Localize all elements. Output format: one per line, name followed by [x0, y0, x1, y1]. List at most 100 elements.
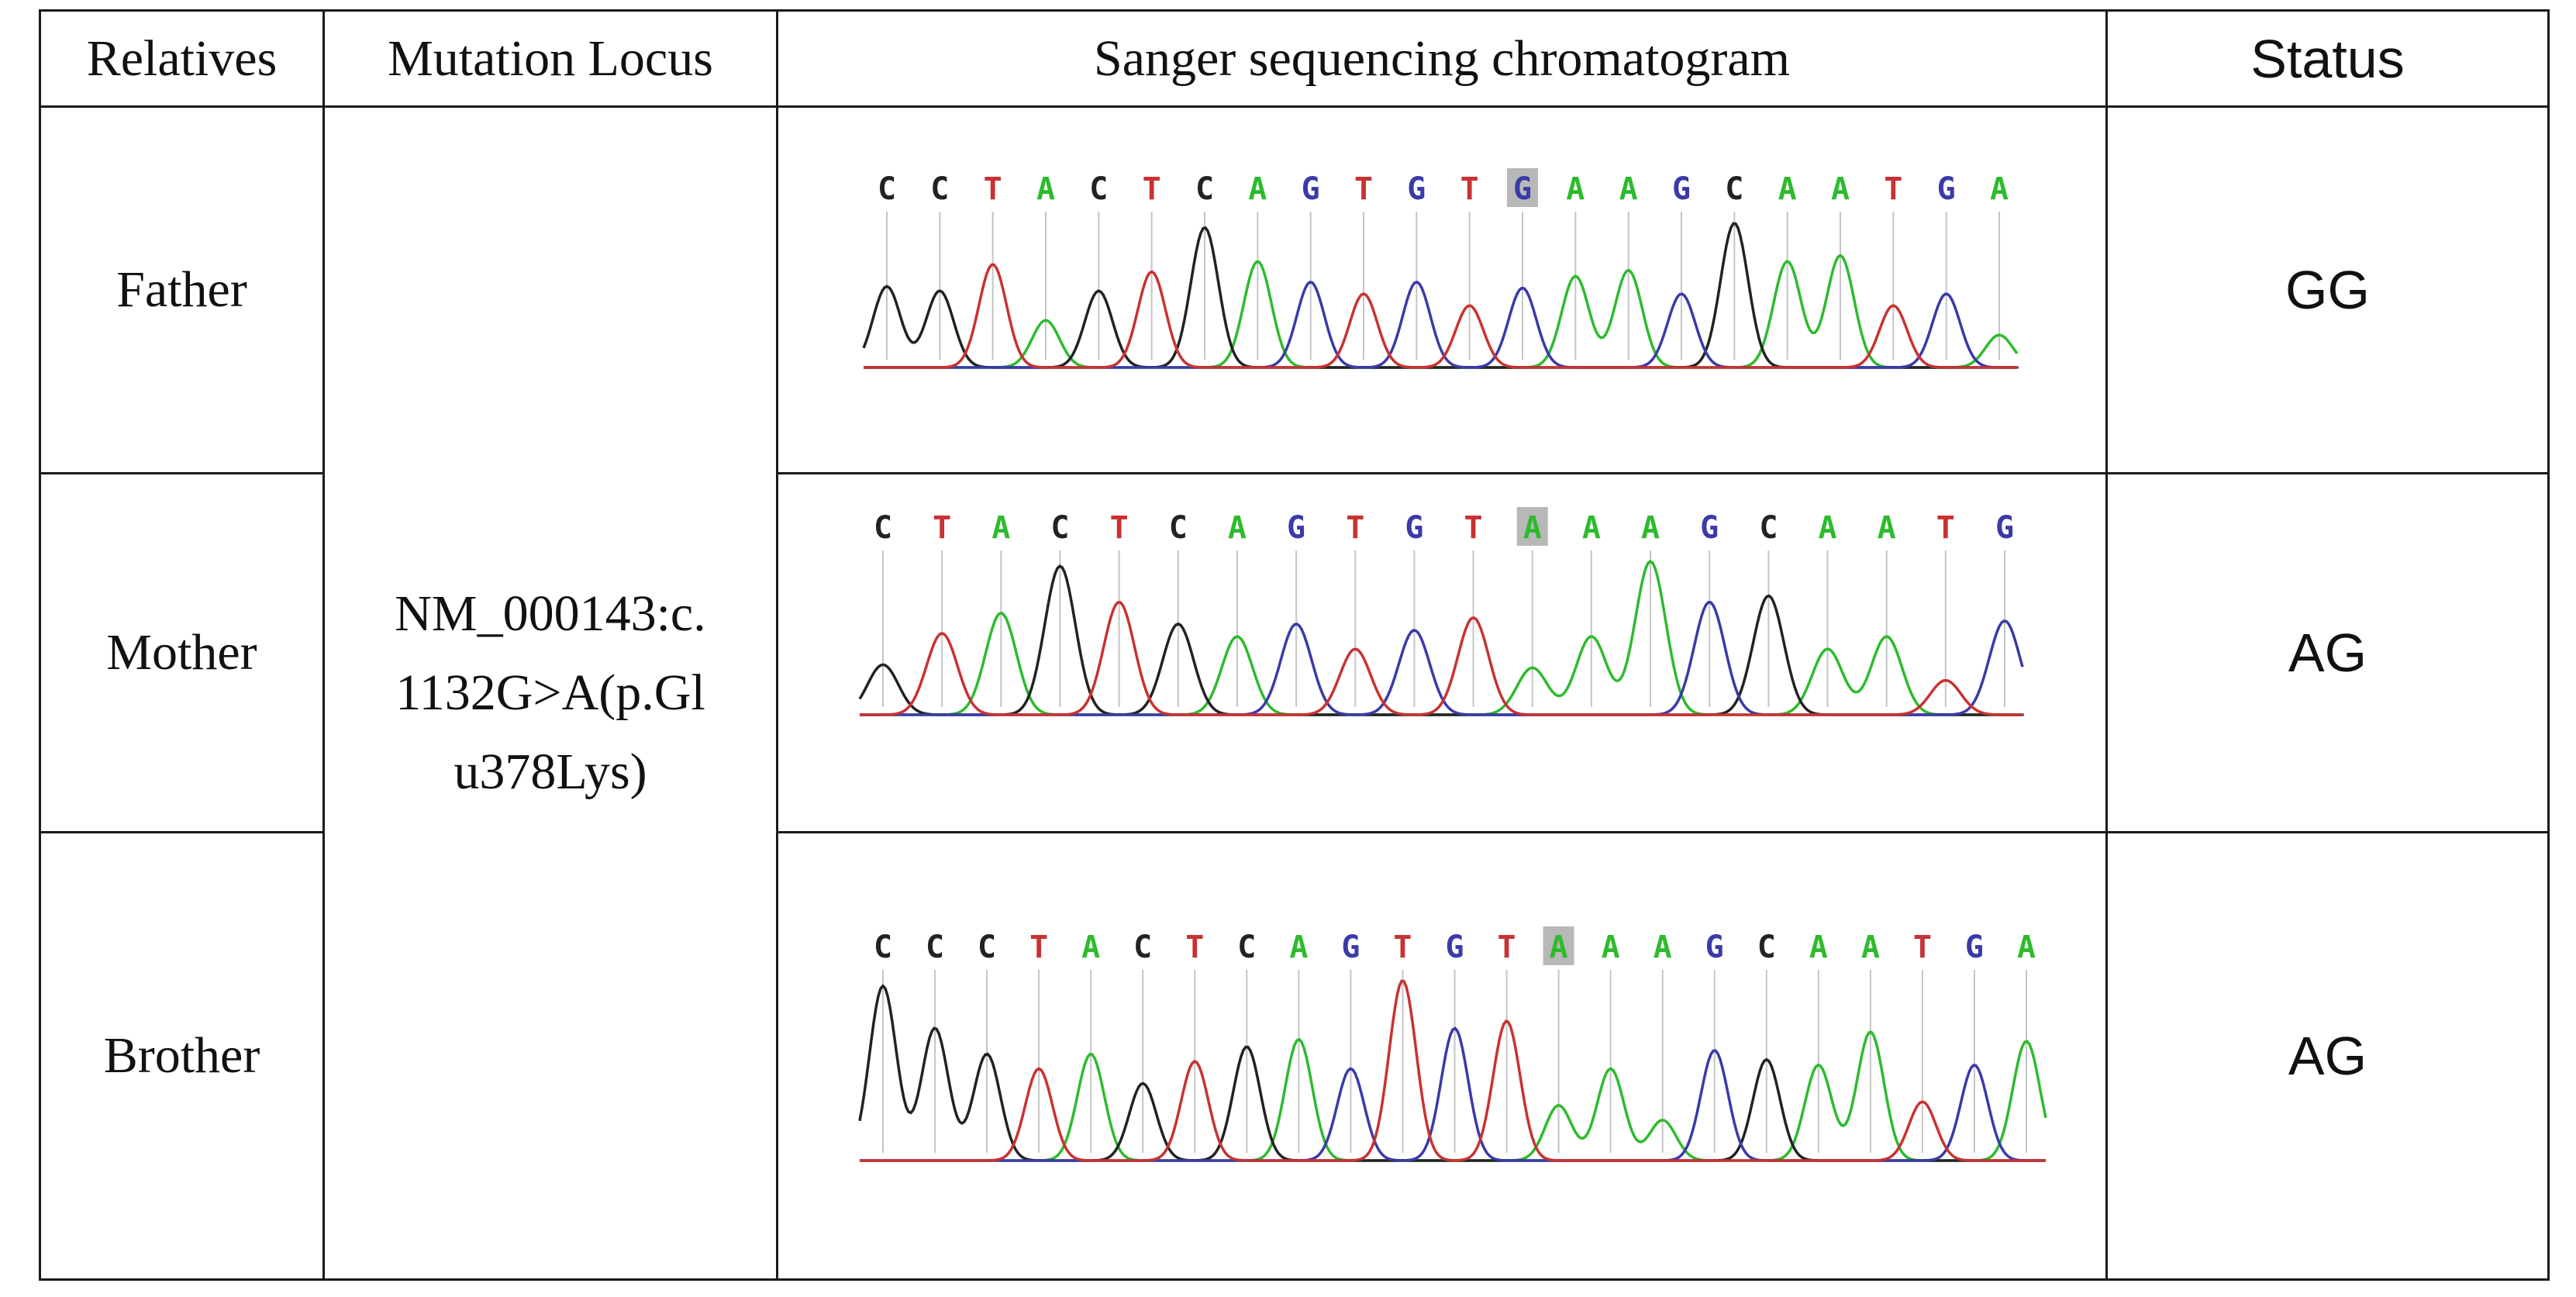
variant-highlight: [1543, 926, 1574, 965]
base-call: C: [1050, 510, 1069, 546]
base-call: A: [1602, 930, 1620, 965]
relative-mother: Mother: [39, 472, 325, 833]
trace-C: [858, 984, 2046, 1162]
base-call: A: [1619, 171, 1638, 207]
base-call: A: [1809, 930, 1828, 965]
base-call: C: [1133, 930, 1152, 965]
base-call: A: [1228, 510, 1247, 546]
status-mother: AG: [2105, 472, 2550, 833]
base-call: G: [1513, 171, 1532, 207]
base-call: A: [1582, 510, 1601, 546]
base-call: A: [1566, 171, 1585, 207]
base-call: A: [1036, 171, 1055, 207]
base-call: G: [1995, 510, 2014, 546]
trace-G: [860, 600, 2024, 716]
base-call: G: [1705, 930, 1724, 965]
base-call: G: [1405, 510, 1423, 546]
base-call: C: [978, 930, 996, 965]
trace-G: [860, 1026, 2046, 1162]
base-call: G: [1445, 930, 1464, 965]
base-call: T: [1913, 930, 1932, 965]
base-call: T: [1346, 510, 1364, 546]
trace-T: [864, 263, 2017, 369]
base-call: C: [1089, 171, 1108, 207]
base-call: A: [991, 510, 1010, 546]
locus-line-3: u378Lys): [453, 743, 647, 801]
base-call: C: [878, 171, 896, 207]
base-call: G: [1302, 171, 1320, 207]
base-call: A: [2017, 930, 2036, 965]
relative-brother: Brother: [39, 831, 325, 1281]
trace-T: [860, 979, 2046, 1162]
variant-highlight: [1516, 507, 1548, 546]
base-call: A: [1831, 171, 1850, 207]
base-call: T: [933, 510, 951, 546]
variant-highlight: [1507, 168, 1538, 207]
base-call: A: [1818, 510, 1836, 546]
base-call: G: [1965, 930, 1984, 965]
base-call: A: [1248, 171, 1267, 207]
base-call: A: [1778, 171, 1797, 207]
base-call: T: [1354, 171, 1373, 207]
base-call: C: [1237, 930, 1256, 965]
base-call: C: [1757, 930, 1776, 965]
base-call: A: [1289, 930, 1308, 965]
mutation-locus-cell: NM_000143:c. 1132G>A(p.Gl u378Lys): [322, 105, 778, 1281]
status-father: GG: [2105, 105, 2550, 474]
base-call: A: [1641, 510, 1660, 546]
base-call: C: [1195, 171, 1214, 207]
base-call: T: [1393, 930, 1412, 965]
header-chromatogram: Sanger sequencing chromatogram: [776, 9, 2108, 108]
base-call: A: [1523, 510, 1542, 546]
base-call: T: [1185, 930, 1204, 965]
base-call: C: [874, 510, 892, 546]
base-call: A: [1654, 930, 1672, 965]
base-call: T: [1936, 510, 1955, 546]
base-call: A: [1081, 930, 1100, 965]
locus-line-1: NM_000143:c.: [395, 585, 706, 642]
header-row: Relatives Mutation Locus Sanger sequenci…: [39, 9, 2550, 108]
header-mutation-locus: Mutation Locus: [322, 9, 778, 108]
trace-A: [860, 1030, 2047, 1162]
base-call: C: [1725, 171, 1743, 207]
base-call: T: [1497, 930, 1516, 965]
base-call: T: [1460, 171, 1479, 207]
base-call: G: [1700, 510, 1719, 546]
base-call: C: [874, 930, 892, 965]
base-call: G: [1407, 171, 1426, 207]
base-call: C: [1759, 510, 1778, 546]
base-call: A: [1878, 510, 1896, 546]
base-call: A: [1861, 930, 1880, 965]
base-call: A: [1990, 171, 2009, 207]
trace-T: [860, 601, 2023, 716]
base-call: G: [1287, 510, 1305, 546]
trace-A: [860, 559, 2023, 716]
locus-line-2: 1132G>A(p.Gl: [395, 664, 705, 721]
base-call: T: [1884, 171, 1902, 207]
trace-C: [858, 564, 2023, 716]
header-relatives: Relatives: [39, 9, 325, 108]
status-brother: AG: [2105, 831, 2550, 1281]
base-call: T: [1110, 510, 1129, 546]
base-call: T: [1464, 510, 1483, 546]
base-call: C: [1169, 510, 1188, 546]
base-call: G: [1341, 930, 1360, 965]
trace-G: [864, 280, 2017, 369]
base-call: C: [930, 171, 949, 207]
base-call: A: [1550, 930, 1568, 965]
base-call: G: [1937, 171, 1956, 207]
base-call: T: [1143, 171, 1161, 207]
base-call: C: [926, 930, 944, 965]
row-father: Father NM_000143:c. 1132G>A(p.Gl u378Lys…: [39, 105, 2550, 1281]
header-status: Status: [2105, 9, 2550, 108]
relative-father: Father: [39, 105, 325, 474]
base-call: G: [1672, 171, 1691, 207]
